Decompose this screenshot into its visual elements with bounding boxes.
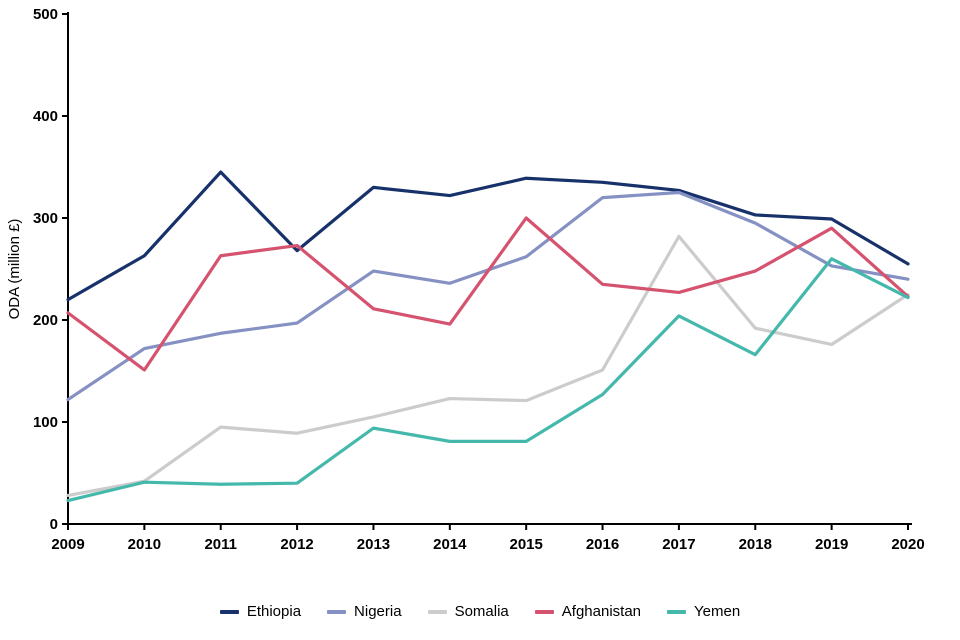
legend-swatch [534, 609, 554, 614]
legend-label: Ethiopia [246, 603, 302, 620]
x-tick-label: 2013 [357, 536, 390, 553]
y-tick-label: 300 [33, 210, 58, 227]
legend-swatch [427, 609, 447, 614]
x-tick-label: 2011 [204, 536, 237, 553]
y-tick-label: 200 [33, 312, 58, 329]
x-tick-label: 2016 [586, 536, 619, 553]
legend-swatch [667, 609, 687, 614]
x-tick-label: 2015 [509, 536, 542, 553]
y-tick-label: 500 [33, 6, 58, 23]
legend-item-afghanistan: Afghanistan [534, 603, 642, 620]
legend-item-somalia: Somalia [427, 603, 509, 620]
legend-label: Nigeria [354, 603, 402, 620]
x-tick-label: 2014 [433, 536, 467, 553]
x-tick-label: 2012 [280, 536, 313, 553]
legend-label: Afghanistan [561, 603, 642, 620]
legend-item-ethiopia: Ethiopia [219, 603, 302, 620]
y-tick-label: 400 [33, 108, 58, 125]
legend-item-yemen: Yemen [667, 603, 740, 620]
legend-label: Somalia [454, 603, 509, 620]
legend-label: Yemen [694, 603, 741, 620]
x-tick-label: 2020 [891, 536, 924, 553]
series-line-afghanistan [66, 216, 910, 372]
y-tick-label: 0 [50, 516, 58, 533]
x-tick-label: 2009 [51, 536, 84, 553]
legend-item-nigeria: Nigeria [327, 603, 402, 620]
x-tick-label: 2010 [128, 536, 161, 553]
line-chart: ODA (million £) 0 100 200 300 400 500 2009 2010… [6, 6, 925, 553]
legend-swatch [327, 609, 347, 614]
x-tick-label: 2019 [815, 536, 848, 553]
x-tick-label: 2018 [739, 536, 772, 553]
y-axis-title: ODA (million £) [6, 219, 23, 320]
series-line-somalia [66, 234, 910, 498]
legend-swatch [219, 609, 239, 614]
chart-legend: Ethiopia Nigeria Somalia Afghanistan Yemen [0, 603, 960, 620]
y-tick-label: 100 [33, 414, 58, 431]
series-line-ethiopia [66, 170, 910, 302]
series-line-yemen [66, 257, 910, 503]
x-tick-label: 2017 [662, 536, 695, 553]
